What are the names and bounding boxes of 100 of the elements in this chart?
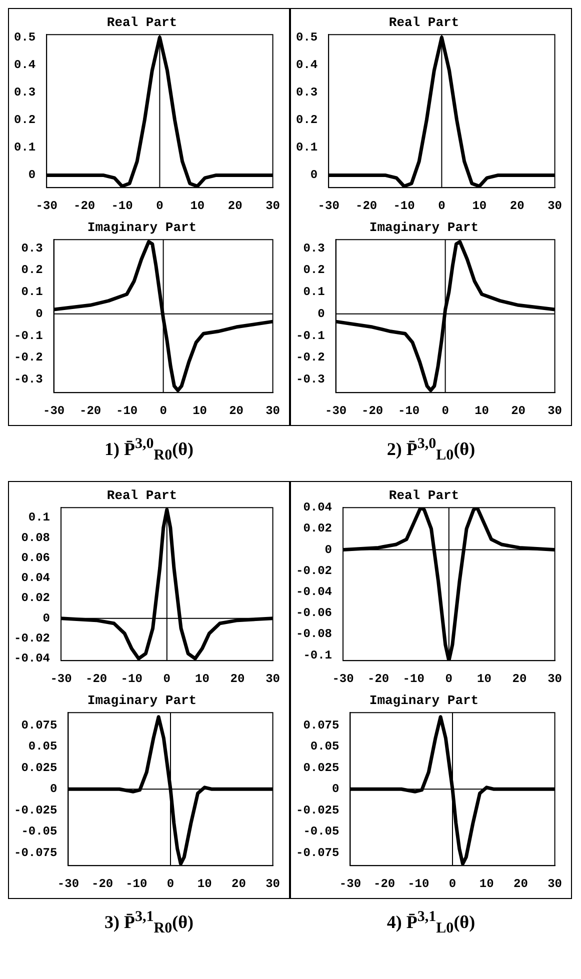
x-tick-label: -10 (111, 198, 133, 213)
y-tick-label: 0.3 (303, 241, 325, 256)
y-tick-label: 0 (332, 782, 340, 796)
x-tick-label: -10 (393, 198, 415, 213)
x-tick-label: -20 (74, 198, 96, 213)
y-tick-label: -0.3 (296, 372, 325, 386)
x-tick-label: 0 (445, 671, 453, 686)
y-tick-label: 0.2 (14, 113, 36, 128)
x-tick-label: -20 (374, 876, 396, 890)
x-tick-label: -30 (43, 404, 65, 418)
y-tick-label: 0.04 (21, 570, 50, 585)
y-tick-label: -0.06 (296, 606, 332, 620)
y-tick-label: 0.06 (21, 550, 50, 565)
y-tick-label: 0.025 (303, 760, 340, 774)
x-tick-label: 0 (166, 876, 174, 890)
y-tick-label: -0.08 (296, 626, 332, 641)
x-tick-label: -20 (92, 876, 114, 890)
y-tick-label: 0.05 (310, 739, 340, 754)
y-tick-label: 0.1 (296, 140, 318, 155)
y-tick-label: -0.1 (303, 648, 332, 662)
y-tick-label: 0 (324, 542, 332, 556)
y-tick-label: 0.1 (303, 285, 325, 300)
y-tick-label: -0.02 (14, 631, 50, 646)
y-tick-label: 0.08 (21, 530, 50, 544)
x-tick-label: 30 (548, 198, 562, 213)
x-tick-label: -20 (362, 404, 384, 418)
x-tick-label: 20 (513, 876, 528, 890)
x-tick-label: 10 (190, 198, 205, 213)
y-tick-label: -0.2 (14, 350, 43, 365)
y-tick-label: -0.025 (296, 802, 340, 817)
y-tick-label: 0 (318, 306, 325, 321)
y-tick-label: 0.02 (21, 590, 50, 605)
x-tick-label: -30 (325, 404, 347, 418)
y-tick-label: -0.3 (14, 372, 43, 386)
x-tick-label: 30 (266, 876, 280, 890)
x-tick-label: -30 (318, 198, 340, 213)
x-tick-label: 20 (512, 671, 527, 686)
y-tick-label: 0.4 (296, 58, 318, 72)
chart-title: Imaginary Part (369, 220, 479, 236)
x-tick-label: 10 (192, 404, 208, 418)
y-tick-label: 0.1 (21, 285, 43, 300)
y-tick-label: 0.05 (28, 739, 58, 754)
x-tick-label: -30 (57, 876, 80, 890)
y-tick-label: 0.2 (303, 263, 325, 278)
y-tick-label: 0.1 (14, 140, 36, 155)
text: 2) P̄$^{3,0}$$_{L0}$(θ) (386, 436, 476, 465)
y-tick-label: -0.04 (14, 651, 50, 666)
x-tick-label: 20 (228, 198, 242, 213)
y-tick-label: 0.075 (303, 718, 340, 732)
y-tick-label: -0.075 (14, 845, 58, 860)
x-tick-label: 0 (156, 198, 164, 213)
x-tick-label: 10 (479, 876, 494, 890)
x-tick-label: -10 (116, 404, 138, 418)
y-tick-label: -0.025 (14, 802, 58, 817)
x-tick-label: 20 (231, 876, 246, 890)
x-tick-label: -20 (368, 671, 390, 686)
x-tick-label: 20 (229, 404, 244, 418)
x-tick-label: 30 (266, 198, 280, 213)
x-tick-label: -10 (120, 671, 142, 686)
x-tick-label: -20 (356, 198, 378, 213)
x-tick-label: 20 (510, 198, 524, 213)
y-tick-label: -0.05 (303, 824, 340, 838)
x-tick-label: 20 (230, 671, 245, 686)
chart-title: Imaginary Part (87, 220, 197, 236)
y-tick-label: -0.075 (296, 845, 340, 860)
x-tick-label: 10 (477, 671, 492, 686)
y-tick-label: 0.2 (296, 113, 318, 128)
y-tick-label: 0 (50, 782, 58, 796)
y-tick-label: -0.05 (21, 824, 58, 838)
chart-title: Real Part (106, 15, 178, 30)
x-tick-label: 30 (548, 876, 562, 890)
y-tick-label: 0.5 (14, 30, 36, 44)
chart-title: Real Part (106, 488, 178, 503)
y-tick-label: 0.025 (21, 760, 58, 774)
x-tick-label: 30 (266, 671, 280, 686)
y-tick-label: 0 (42, 610, 50, 625)
x-tick-label: -10 (408, 876, 430, 890)
y-tick-label: -0.1 (14, 328, 43, 343)
chart-title: Real Part (388, 15, 460, 30)
y-tick-label: 0.5 (296, 30, 318, 44)
text: 4) P̄$^{3,1}$$_{L0}$(θ) (386, 908, 476, 938)
x-tick-label: -20 (80, 404, 102, 418)
y-tick-label: 0 (310, 168, 318, 182)
x-tick-label: -10 (402, 671, 424, 686)
chart-title: Imaginary Part (87, 692, 197, 708)
y-tick-label: -0.04 (296, 584, 332, 599)
y-tick-label: 0 (28, 168, 36, 182)
x-tick-label: 10 (474, 404, 490, 418)
y-tick-label: 0.075 (21, 718, 58, 732)
x-tick-label: 0 (163, 671, 171, 686)
x-tick-label: 30 (548, 404, 562, 418)
x-tick-label: 0 (448, 876, 456, 890)
x-tick-label: 0 (438, 198, 446, 213)
x-tick-label: -30 (332, 671, 354, 686)
y-tick-label: -0.02 (296, 564, 332, 578)
y-tick-label: 0.2 (21, 263, 43, 278)
x-tick-label: 10 (197, 876, 212, 890)
chart-title: Imaginary Part (369, 692, 479, 708)
x-tick-label: 30 (548, 671, 562, 686)
x-tick-label: 0 (160, 404, 167, 418)
